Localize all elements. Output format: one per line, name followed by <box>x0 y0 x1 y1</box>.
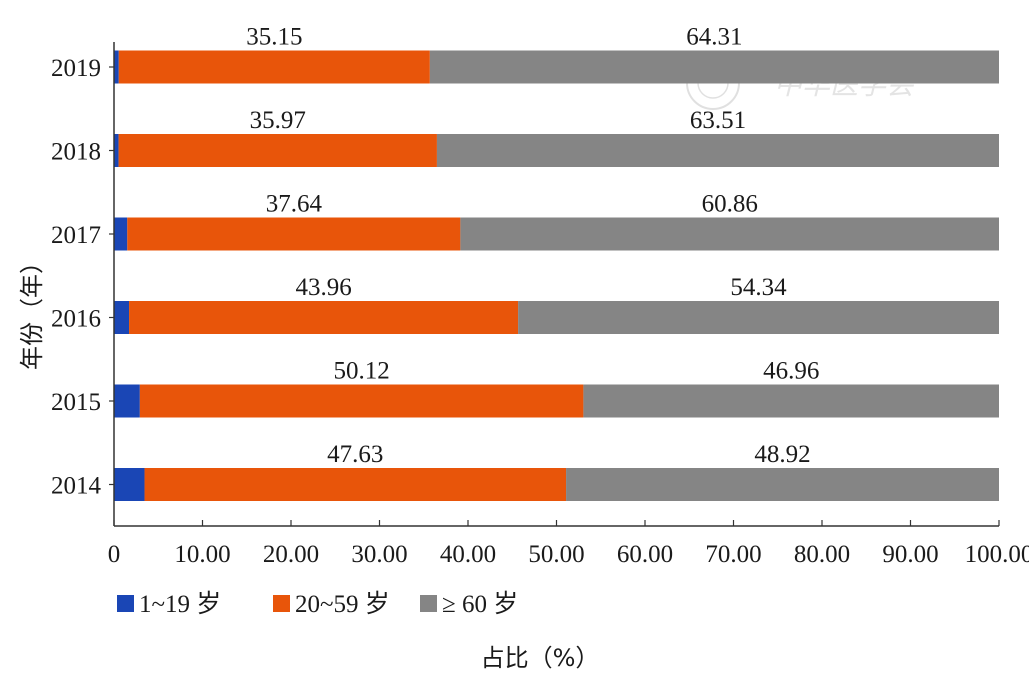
x-tick-label-8: 80.00 <box>794 541 850 568</box>
y-ticks-layer: 2019 2018 2017 2016 2015 2014 <box>51 55 114 500</box>
legend-swatch-1 <box>117 595 134 612</box>
bar-2017-series-3 <box>460 217 999 251</box>
legend-swatch-3 <box>420 595 437 612</box>
x-tick-label-0: 0 <box>108 541 121 568</box>
legend-label-2: 20~59 岁 <box>295 590 390 618</box>
x-tick-label-10: 100.00 <box>965 541 1029 568</box>
legend-label-1: 1~19 岁 <box>139 590 221 618</box>
bar-2014-series-1 <box>114 468 145 501</box>
bar-2019-series-1 <box>114 50 119 84</box>
x-tick-label-1: 10.00 <box>174 541 230 568</box>
bar-2018-series-1 <box>114 134 119 167</box>
x-tick-label-7: 70.00 <box>705 541 761 568</box>
x-tick-label-9: 90.00 <box>882 541 938 568</box>
bar-2018-series-2 <box>118 134 437 167</box>
legend: 1~19 岁 20~59 岁 ≥ 60 岁 <box>117 590 518 618</box>
data-label-2016-series-2: 43.96 <box>295 274 351 301</box>
bar-2015-series-3 <box>583 384 999 418</box>
data-label-2014-series-3: 48.92 <box>754 441 810 468</box>
bar-2019-series-2 <box>118 50 430 84</box>
bar-2019-series-3 <box>429 50 999 84</box>
data-label-2017-series-2: 37.64 <box>266 191 323 218</box>
bar-2016-series-1 <box>114 301 130 334</box>
bar-2014-series-2 <box>144 468 567 501</box>
data-label-2018-series-2: 35.97 <box>250 107 306 134</box>
x-ticks-layer: 0 10.00 20.00 30.00 40.00 50.00 60.00 70.00 80.0… <box>108 520 1029 568</box>
data-labels-layer: 35.15 64.31 35.97 63.51 37.64 60.86 43.96 54.34… <box>246 24 819 469</box>
y-tick-label-2017: 2017 <box>51 222 101 249</box>
y-tick-label-2018: 2018 <box>51 139 101 166</box>
bar-2015-series-1 <box>114 384 140 418</box>
data-label-2017-series-3: 60.86 <box>702 191 758 218</box>
data-label-2018-series-3: 63.51 <box>690 107 746 134</box>
bar-2018-series-3 <box>436 134 999 167</box>
y-tick-label-2014: 2014 <box>51 473 102 500</box>
x-tick-label-4: 40.00 <box>440 541 496 568</box>
y-tick-label-2016: 2016 <box>51 306 101 333</box>
x-axis-title: 占比（%） <box>481 644 600 672</box>
data-label-2019-series-3: 64.31 <box>686 24 742 51</box>
data-label-2015-series-3: 46.96 <box>763 358 819 385</box>
data-label-2015-series-2: 50.12 <box>333 358 389 385</box>
x-tick-label-3: 30.00 <box>351 541 407 568</box>
bar-2016-series-2 <box>129 301 519 334</box>
x-tick-label-5: 50.00 <box>528 541 584 568</box>
legend-label-3: ≥ 60 岁 <box>442 590 518 618</box>
x-tick-label-2: 20.00 <box>263 541 319 568</box>
bar-2017-series-1 <box>114 217 128 251</box>
x-tick-label-6: 60.00 <box>617 541 673 568</box>
data-label-2016-series-3: 54.34 <box>730 274 787 301</box>
bar-2015-series-2 <box>139 384 584 418</box>
bar-2017-series-2 <box>127 217 461 251</box>
y-tick-label-2015: 2015 <box>51 389 101 416</box>
legend-swatch-2 <box>273 595 290 612</box>
bar-2014-series-3 <box>566 468 999 501</box>
bars-layer <box>114 50 999 501</box>
data-label-2019-series-2: 35.15 <box>246 24 302 51</box>
y-tick-label-2019: 2019 <box>51 55 101 82</box>
y-axis-title: 年份（年） <box>18 250 46 370</box>
bar-2016-series-3 <box>518 301 999 334</box>
data-label-2014-series-2: 47.63 <box>327 441 383 468</box>
